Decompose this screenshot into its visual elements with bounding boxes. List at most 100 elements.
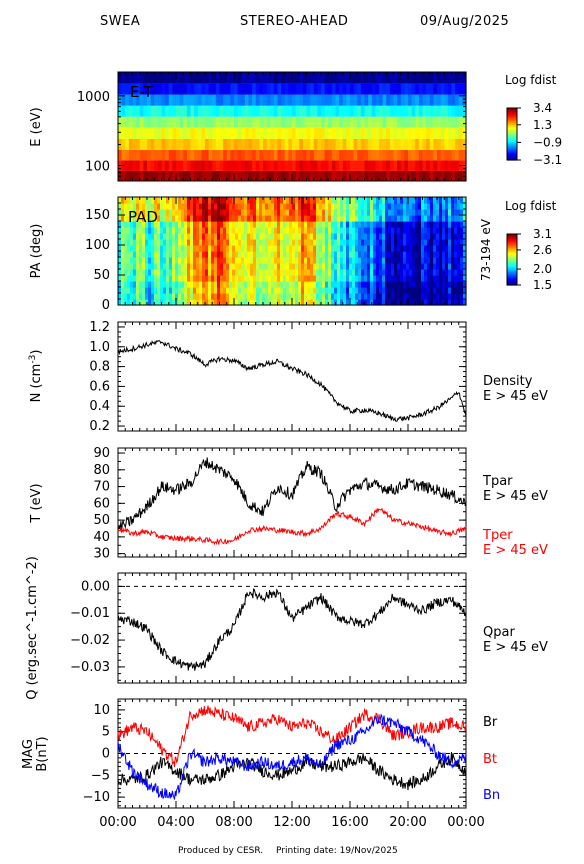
pad-cell (319, 257, 323, 264)
pad-cell (436, 245, 440, 252)
spectrogram-cell (393, 160, 398, 171)
pad-cell (427, 221, 431, 228)
spectrogram-cell (447, 160, 453, 171)
spectrogram-cell (263, 94, 268, 106)
pad-cell (373, 245, 377, 252)
spectrogram-cell (437, 138, 442, 150)
spectrogram-cell (331, 105, 337, 117)
pad-cell (463, 269, 467, 276)
spectrogram-cell (277, 94, 282, 106)
pad-cell (178, 245, 182, 252)
pad-cell (172, 251, 176, 258)
spectrogram-cell (324, 127, 329, 139)
pad-cell (325, 245, 329, 252)
pad-cell (157, 239, 161, 246)
pad-cell (244, 203, 248, 210)
spectrogram-cell (161, 149, 166, 161)
pad-cell (424, 275, 428, 282)
pad-cell (403, 287, 407, 294)
pad-cell (355, 287, 359, 294)
pad-cell (367, 287, 371, 294)
spectrogram-cell (386, 127, 391, 139)
pad-cell (388, 269, 392, 276)
spectrogram-cell (215, 83, 221, 95)
spectrogram-cell (201, 149, 206, 161)
spectrogram-cell (186, 170, 192, 181)
colorbar-cell (507, 245, 517, 248)
spectrogram-cell (462, 94, 467, 106)
pad-cell (223, 263, 227, 270)
spectrogram-cell (310, 160, 315, 171)
spectrogram-cell (299, 127, 304, 139)
pad-cell (400, 293, 404, 300)
pad-cell (439, 221, 443, 228)
pad-cell (148, 239, 152, 246)
pad-cell (202, 245, 206, 252)
spectrogram-cell (371, 160, 376, 171)
spectrogram-cell (259, 116, 264, 128)
pad-cell (403, 263, 407, 270)
pad-cell (145, 197, 149, 204)
pad-cell (352, 251, 356, 258)
pad-cell (382, 245, 386, 252)
pad-cell (376, 299, 380, 306)
spectrogram-cell (183, 170, 188, 181)
pad-cell (298, 233, 302, 240)
spectrogram-cell (299, 72, 304, 84)
colorbar-tick-label: 3.1 (533, 227, 552, 241)
pad-cell (400, 275, 404, 282)
pad-cell (385, 299, 389, 306)
spectrogram-cell (339, 138, 344, 150)
pad-cell (391, 215, 395, 222)
pad-cell (385, 287, 389, 294)
pad-cell (415, 299, 419, 306)
pad-cell (175, 269, 179, 276)
pad-cell (151, 281, 155, 288)
pad-cell (253, 245, 257, 252)
spectrogram-cell (375, 170, 380, 181)
spectrogram-cell (317, 72, 322, 84)
pad-cell (166, 233, 170, 240)
spectrogram-cell (259, 138, 264, 150)
spectrogram-cell (295, 94, 300, 106)
pad-cell (295, 233, 299, 240)
pad-cell (214, 233, 218, 240)
colorbar-cell (507, 131, 517, 134)
pad-cell (418, 281, 422, 288)
spectrogram-cell (208, 149, 213, 161)
spectrogram-cell (321, 138, 326, 150)
pad-cell (358, 299, 362, 306)
spectrogram-cell (368, 138, 373, 150)
pad-cell (352, 299, 356, 306)
pad-cell (379, 221, 383, 228)
spectrogram-cell (317, 149, 322, 161)
pad-cell (163, 257, 167, 264)
spectrogram-cell (205, 105, 210, 117)
pad-cell (145, 227, 149, 234)
spectrogram-cell (451, 170, 456, 181)
pad-cell (196, 263, 200, 270)
spectrogram-cell (139, 83, 144, 95)
spectrogram-cell (429, 127, 434, 139)
pad-cell (136, 245, 140, 252)
pad-cell (148, 287, 152, 294)
colorbar-cell (507, 239, 517, 241)
spectrogram-cell (357, 160, 362, 171)
spectrogram-cell (255, 160, 260, 171)
colorbar-cell (507, 272, 517, 275)
spectrogram-cell (125, 83, 130, 95)
pad-cell (364, 293, 368, 300)
pad-cell (277, 263, 281, 270)
spectrogram-cell (125, 170, 130, 181)
pad-cell (166, 251, 170, 258)
spectrogram-cell (270, 105, 275, 117)
pad-cell (130, 215, 134, 222)
pad-cell (376, 227, 380, 234)
spectrogram-cell (433, 170, 438, 181)
pad-cell (415, 263, 419, 270)
pad-cell (391, 287, 395, 294)
spectrogram-cell (350, 116, 355, 128)
spectrogram-cell (299, 83, 304, 95)
spectrogram-cell (400, 160, 405, 171)
colorbar-cell (507, 141, 517, 144)
